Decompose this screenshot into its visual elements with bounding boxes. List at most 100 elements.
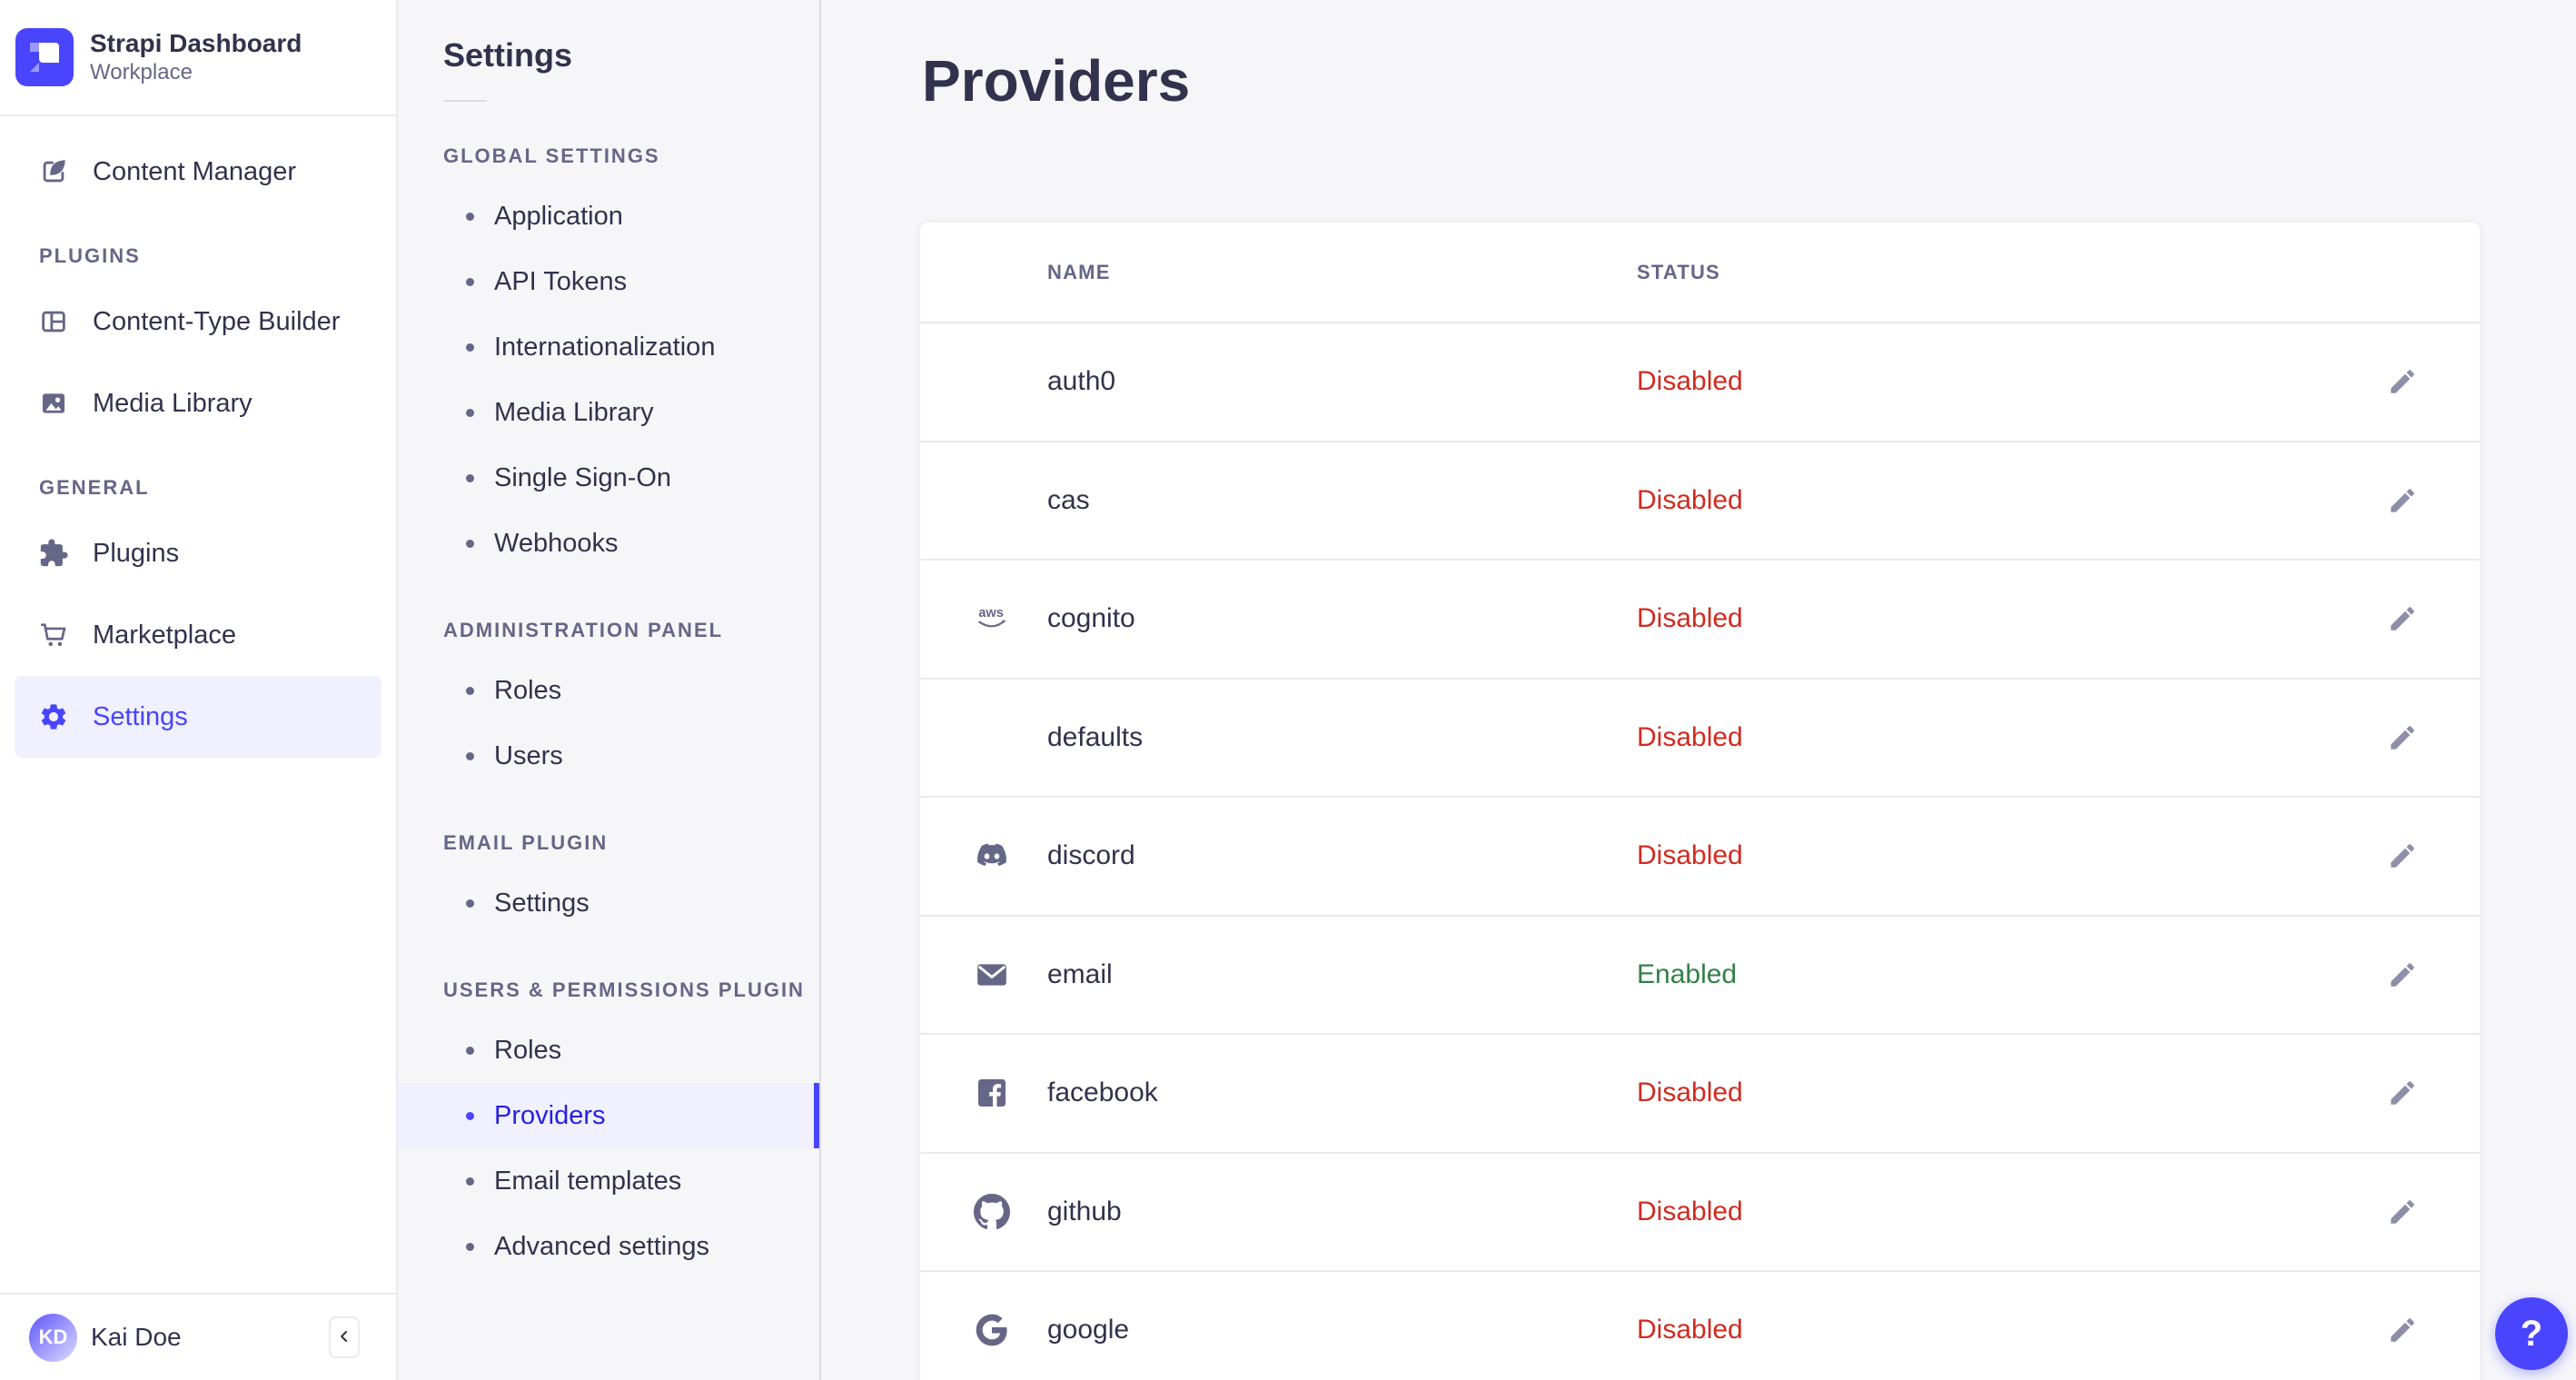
sidebar-item-label: Settings <box>93 701 188 731</box>
edit-provider-button[interactable] <box>2381 716 2424 759</box>
sidebar-item-label: Content-Type Builder <box>93 306 341 336</box>
main-content: Providers NAME STATUS auth0 Disabled cas… <box>821 0 2576 1380</box>
page-title: Providers <box>922 48 1191 114</box>
shopping-cart-icon <box>38 620 69 650</box>
edit-provider-button[interactable] <box>2381 1190 2424 1234</box>
feather-pen-icon <box>38 156 69 187</box>
subnav-section-title: EMAIL PLUGIN <box>443 831 609 854</box>
no-icon <box>974 720 1010 756</box>
divider <box>443 100 487 102</box>
provider-name: cognito <box>1047 603 1135 634</box>
edit-provider-button[interactable] <box>2381 360 2424 403</box>
strapi-logo-icon <box>15 28 74 86</box>
provider-name: github <box>1047 1196 1122 1226</box>
subnav-item-email-settings[interactable]: Settings <box>398 870 819 936</box>
sidebar-item-settings[interactable]: Settings <box>15 676 381 758</box>
subnav-item-up-roles[interactable]: Roles <box>398 1018 819 1083</box>
subnav-section-global-settings: GLOBAL SETTINGS Application API Tokens I… <box>398 129 819 576</box>
sidebar-nav: Content Manager PLUGINS Content-Type Bui… <box>0 116 396 758</box>
edit-provider-button[interactable] <box>2381 597 2424 640</box>
collapse-sidebar-button[interactable] <box>329 1316 360 1358</box>
pencil-icon <box>2391 1200 2414 1224</box>
pencil-icon <box>2391 489 2414 512</box>
chevron-left-icon <box>335 1327 353 1348</box>
status-badge: Disabled <box>1637 484 1743 515</box>
sidebar-item-plugins[interactable]: Plugins <box>0 512 396 594</box>
provider-name: cas <box>1047 484 1090 515</box>
subnav-item-api-tokens[interactable]: API Tokens <box>398 249 819 314</box>
facebook-icon <box>974 1075 1010 1111</box>
main-sidebar: Strapi Dashboard Workplace Content Manag… <box>0 0 398 1380</box>
column-header-status: STATUS <box>1637 260 1720 283</box>
status-badge: Disabled <box>1637 603 1743 634</box>
edit-provider-button[interactable] <box>2381 1071 2424 1115</box>
subnav-item-advanced-settings[interactable]: Advanced settings <box>398 1214 819 1279</box>
subnav-item-providers[interactable]: Providers <box>398 1083 819 1148</box>
status-badge: Enabled <box>1637 958 1738 989</box>
subnav-item-media-library[interactable]: Media Library <box>398 380 819 445</box>
subnav-item-internationalization[interactable]: Internationalization <box>398 314 819 380</box>
subnav-item-webhooks[interactable]: Webhooks <box>398 511 819 576</box>
column-header-name: NAME <box>1047 260 1111 283</box>
provider-name: discord <box>1047 840 1135 871</box>
table-row: discord Disabled <box>920 798 2480 917</box>
provider-name: google <box>1047 1315 1130 1345</box>
email-icon <box>974 957 1010 993</box>
edit-provider-button[interactable] <box>2381 834 2424 878</box>
settings-subnav: Settings GLOBAL SETTINGS Application API… <box>398 0 821 1380</box>
table-row: github Disabled <box>920 1154 2480 1273</box>
sidebar-item-label: Media Library <box>93 388 253 418</box>
subnav-title: Settings <box>443 36 573 74</box>
status-badge: Disabled <box>1637 1315 1743 1345</box>
user-profile: KD Kai Doe <box>0 1293 396 1380</box>
aws-icon: aws <box>974 601 1010 637</box>
user-name: Kai Doe <box>91 1323 182 1351</box>
pencil-icon <box>2391 370 2414 394</box>
sidebar-section-plugins: PLUGINS <box>39 243 141 267</box>
edit-provider-button[interactable] <box>2381 1308 2424 1352</box>
subnav-item-single-sign-on[interactable]: Single Sign-On <box>398 445 819 511</box>
status-badge: Disabled <box>1637 1077 1743 1108</box>
discord-icon <box>974 838 1010 874</box>
edit-provider-button[interactable] <box>2381 953 2424 997</box>
subnav-section-title: USERS & PERMISSIONS PLUGIN <box>443 978 805 1001</box>
help-button[interactable]: ? <box>2495 1297 2568 1370</box>
pencil-icon <box>2391 726 2414 750</box>
sidebar-item-content-type-builder[interactable]: Content-Type Builder <box>0 281 396 362</box>
pencil-icon <box>2391 1318 2414 1343</box>
subnav-section-administration-panel: ADMINISTRATION PANEL Roles Users <box>398 603 819 789</box>
sidebar-item-marketplace[interactable]: Marketplace <box>0 594 396 676</box>
subnav-section-title: ADMINISTRATION PANEL <box>443 619 724 641</box>
subnav-item-application[interactable]: Application <box>398 184 819 249</box>
table-row: facebook Disabled <box>920 1035 2480 1154</box>
gear-icon <box>38 701 69 732</box>
provider-name: auth0 <box>1047 366 1116 397</box>
sidebar-item-content-manager[interactable]: Content Manager <box>0 131 396 213</box>
pencil-icon <box>2391 963 2414 987</box>
avatar[interactable]: KD <box>29 1313 77 1362</box>
subnav-item-admin-roles[interactable]: Roles <box>398 658 819 723</box>
pencil-icon <box>2391 1081 2414 1106</box>
status-badge: Disabled <box>1637 1196 1743 1226</box>
subnav-item-email-templates[interactable]: Email templates <box>398 1148 819 1214</box>
picture-icon <box>38 388 69 419</box>
workspace-header[interactable]: Strapi Dashboard Workplace <box>0 0 396 116</box>
sidebar-item-media-library[interactable]: Media Library <box>0 362 396 444</box>
svg-text:aws: aws <box>978 607 1003 621</box>
sidebar-item-label: Marketplace <box>93 620 236 650</box>
edit-provider-button[interactable] <box>2381 479 2424 522</box>
table-header-row: NAME STATUS <box>920 223 2480 324</box>
status-badge: Disabled <box>1637 840 1743 871</box>
subnav-item-admin-users[interactable]: Users <box>398 723 819 789</box>
pencil-icon <box>2391 607 2414 631</box>
workspace-name: Workplace <box>90 60 193 85</box>
subnav-section-email-plugin: EMAIL PLUGIN Settings <box>398 816 819 936</box>
sidebar-item-label: Plugins <box>93 538 180 568</box>
providers-table: NAME STATUS auth0 Disabled cas Disabled <box>920 223 2480 1380</box>
provider-name: email <box>1047 958 1113 989</box>
subnav-section-users-permissions: USERS & PERMISSIONS PLUGIN Roles Provide… <box>398 963 819 1279</box>
table-row: email Enabled <box>920 917 2480 1036</box>
table-row: aws cognito Disabled <box>920 561 2480 680</box>
table-row: defaults Disabled <box>920 680 2480 799</box>
